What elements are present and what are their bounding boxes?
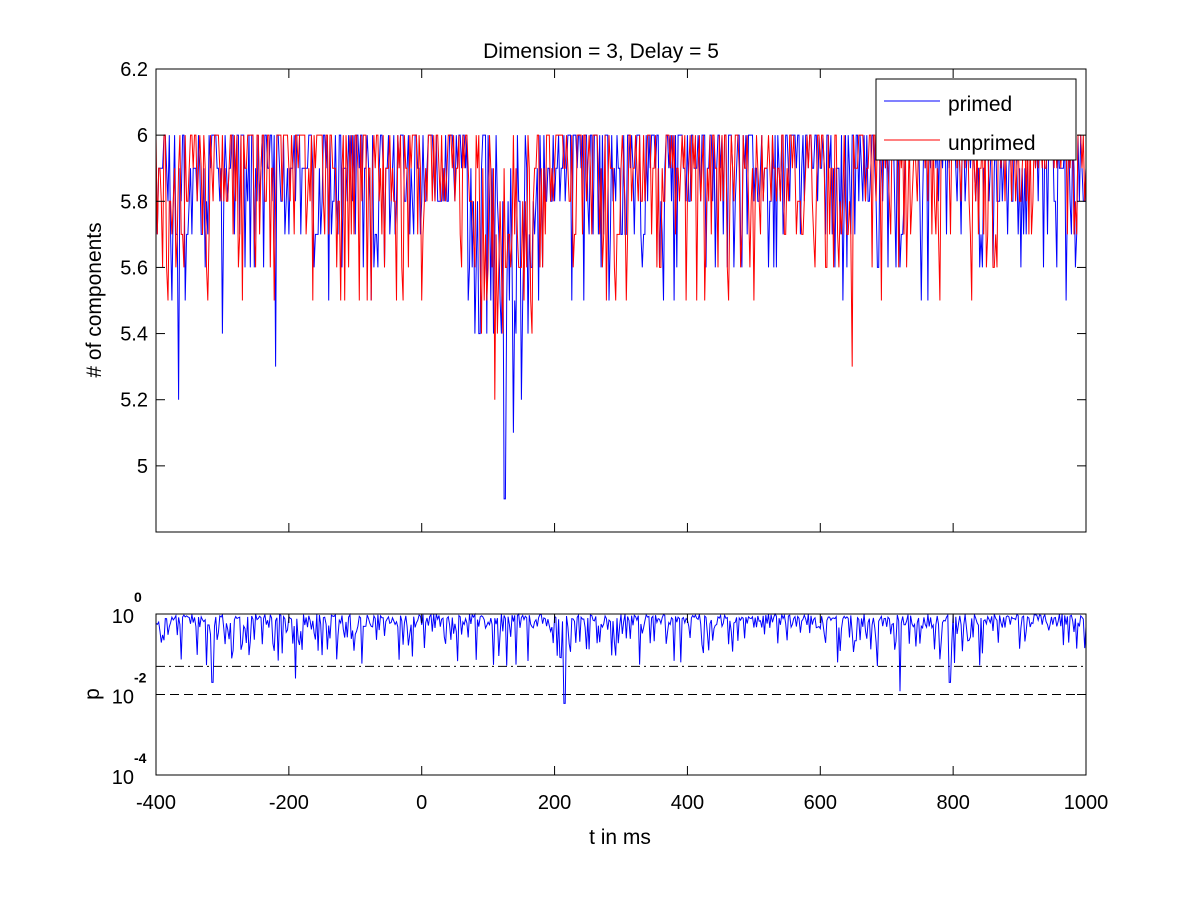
top-y-tick-label: 5.6	[120, 257, 148, 279]
bottom-x-tick-label: 600	[804, 792, 837, 814]
top-y-tick-label: 5	[137, 456, 148, 478]
bottom-x-tick-label: -200	[269, 792, 309, 814]
legend-label-primed: primed	[948, 93, 1012, 116]
bottom-y-tick-base: 10	[112, 767, 134, 789]
bottom-x-tick-label: 400	[671, 792, 704, 814]
bottom-x-axis-label: t in ms	[589, 826, 651, 849]
legend-label-unprimed: unprimed	[948, 132, 1036, 155]
bottom-y-tick-base: 10	[112, 687, 134, 709]
top-axes: 5 5.2 5.4 5.6 5.8 6 6.2 Dimension = 3, Delay =…	[83, 40, 1087, 533]
top-y-tick-label: 6.2	[120, 59, 148, 81]
p-value-line	[155, 612, 1087, 704]
top-axes-frame	[155, 68, 1087, 533]
bottom-y-axis-label: p	[81, 688, 104, 700]
top-chart-title: Dimension = 3, Delay = 5	[483, 40, 719, 63]
top-y-tick-label: 5.4	[120, 324, 148, 346]
bottom-y-tick-exponent: 0	[134, 589, 142, 605]
bottom-axes-frame	[155, 613, 1087, 776]
bottom-x-tick-label: 800	[936, 792, 969, 814]
bottom-plot-area	[155, 612, 1087, 704]
bottom-y-tick-exponent: -2	[134, 670, 147, 686]
bottom-x-tick-label: 0	[416, 792, 427, 814]
top-y-tick-label: 6	[137, 125, 148, 147]
legend-box	[875, 78, 1077, 161]
bottom-y-tick-exponent: -4	[134, 750, 147, 766]
bottom-y-tick-base: 10	[112, 606, 134, 628]
series-line-unprimed	[155, 134, 1087, 400]
top-y-axis-label: # of components	[83, 222, 106, 377]
bottom-x-tick-label: -400	[136, 792, 176, 814]
bottom-x-tick-label: 200	[538, 792, 571, 814]
top-y-ticks: 5 5.2 5.4 5.6 5.8 6 6.2	[120, 59, 1087, 532]
top-y-tick-label: 5.8	[120, 191, 148, 213]
top-y-tick-label: 5.2	[120, 390, 148, 412]
legend: primed unprimed	[875, 78, 1077, 161]
bottom-x-tick-label: 1000	[1064, 792, 1109, 814]
